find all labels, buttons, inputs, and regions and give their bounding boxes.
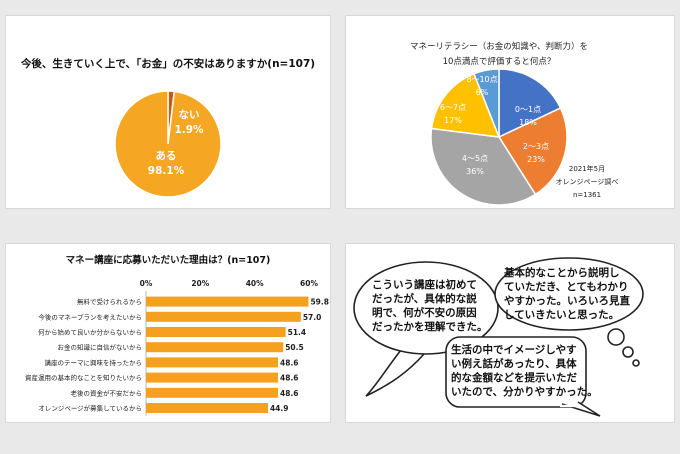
slice-label-0-1: 0～1点 xyxy=(515,105,541,114)
survey-note-n: n=1361 xyxy=(573,191,601,199)
slice-value-8-10: 6% xyxy=(476,88,489,97)
pie-slice-6-7 xyxy=(430,72,501,138)
literacy-pie-title-line-1: マネーリテラシー（お金の知識や、判断力）を xyxy=(410,41,588,52)
x-tick-label: 60% xyxy=(300,279,318,288)
bar xyxy=(146,387,279,398)
literacy-pie-title-line-2: 10点満点で評価すると何点？ xyxy=(443,56,556,67)
slice-label-6-7: 6～7点 xyxy=(440,103,466,112)
bar xyxy=(146,311,301,322)
slice-value-6-7: 17% xyxy=(444,116,462,125)
category-label: 何から始めて良いか分からないから xyxy=(38,328,142,337)
speech-bubble-3 xyxy=(445,336,601,417)
slice-label-aru: ある xyxy=(156,149,177,162)
literacy-pie-chart: マネーリテラシー（お金の知識や、判断力）を 10点満点で評価すると何点？ 0～1… xyxy=(410,41,619,206)
slice-label-4-5: 4～5点 xyxy=(462,154,488,163)
bar-value-label: 59.8 xyxy=(310,298,329,307)
category-label: オレンジページが募集しているから xyxy=(38,404,142,413)
bar-value-label: 57.0 xyxy=(303,313,322,322)
reasons-bar-panel: マネー講座に応募いただいた理由は？(n=107) 0% 20% 40% 60% 無料で受… xyxy=(6,244,330,422)
category-label: 講座のテーマに興味を持ったから xyxy=(45,358,143,367)
bar xyxy=(146,372,279,383)
slice-value-4-5: 36% xyxy=(466,167,484,176)
slice-value-0-1: 18% xyxy=(519,118,537,127)
bar-value-label: 44.9 xyxy=(270,404,289,413)
category-label: 今後のマネープランを考えたいから xyxy=(38,312,142,321)
comment-1: こういう講座は初めて だったが、具体的な説 明で、何が不安の原因 だったかを理解… xyxy=(372,279,488,333)
slice-label-2-3: 2～3点 xyxy=(523,142,549,151)
slice-value-2-3: 23% xyxy=(527,155,545,164)
bar-value-label: 50.5 xyxy=(285,343,304,352)
slice-label-nai: ない xyxy=(179,109,200,121)
literacy-pie-slices xyxy=(430,68,568,206)
category-label: お金の知識に自信がないから xyxy=(58,343,143,352)
pie-slice-8-10 xyxy=(472,68,500,138)
worry-pie-panel: 今後、生きていく上で、「お金」の不安はありますか(n=107) ない 1.9% … xyxy=(6,16,330,208)
comment-3: 生活の中でイメージしやす い例え話があったり、具体 的な金額などを提示いただ い… xyxy=(451,344,598,398)
slice-value-nai: 1.9% xyxy=(174,124,204,136)
worry-pie-title: 今後、生きていく上で、「お金」の不安はありますか(n=107) xyxy=(20,57,315,70)
survey-note-source: オレンジページ調べ xyxy=(556,177,619,186)
comment-2: 基本的なことから説明し ていただき、とてもわかり やすかった。いろいろ見直 して… xyxy=(504,267,630,321)
category-label: 無料で受けられるから xyxy=(77,297,142,306)
pie-slice-2-3 xyxy=(497,107,568,196)
reasons-bars: 0% 20% 40% 60% 無料で受けられるから 59.8 今後のマネープランを考えたいか… xyxy=(25,279,329,416)
slice-value-aru: 98.1% xyxy=(148,165,185,177)
speech-bubbles xyxy=(353,257,644,417)
worry-pie-slices xyxy=(114,90,222,198)
category-label: 資産運用の基本的なことを知りたいから xyxy=(25,373,142,382)
bar xyxy=(146,357,279,368)
reasons-bar-title: マネー講座に応募いただいた理由は？(n=107) xyxy=(66,254,271,266)
bar xyxy=(146,327,286,337)
survey-note-date: 2021年5月 xyxy=(569,164,605,173)
thought-bubble-2 xyxy=(494,257,644,367)
worry-pie-chart: 今後、生きていく上で、「お金」の不安はありますか(n=107) ない 1.9% … xyxy=(20,57,315,198)
bar xyxy=(146,403,268,413)
bar-value-label: 48.6 xyxy=(280,358,299,367)
x-tick-label: 20% xyxy=(191,279,209,288)
slice-label-8-10: 8～10点 xyxy=(466,75,497,84)
pie-slice-aru xyxy=(114,90,222,198)
bar-value-label: 48.6 xyxy=(280,374,299,383)
literacy-pie-panel: マネーリテラシー（お金の知識や、判断力）を 10点満点で評価すると何点？ 0～1… xyxy=(346,16,674,208)
pie-slice-0-1 xyxy=(498,68,562,139)
reasons-bar-chart: マネー講座に応募いただいた理由は？(n=107) 0% 20% 40% 60% 無料で受… xyxy=(25,254,329,416)
category-label: 老後の資金が不安だから xyxy=(71,388,143,397)
x-tick-label: 40% xyxy=(246,279,264,288)
bar-value-label: 51.4 xyxy=(288,328,307,337)
pie-slice-4-5 xyxy=(430,127,537,206)
x-tick-label: 0% xyxy=(140,279,153,288)
bar xyxy=(146,296,309,307)
comments-panel: こういう講座は初めて だったが、具体的な説 明で、何が不安の原因 だったかを理解… xyxy=(346,244,674,422)
bar-value-label: 48.6 xyxy=(280,389,299,398)
speech-bubble-1 xyxy=(353,261,499,397)
bar xyxy=(146,342,284,353)
